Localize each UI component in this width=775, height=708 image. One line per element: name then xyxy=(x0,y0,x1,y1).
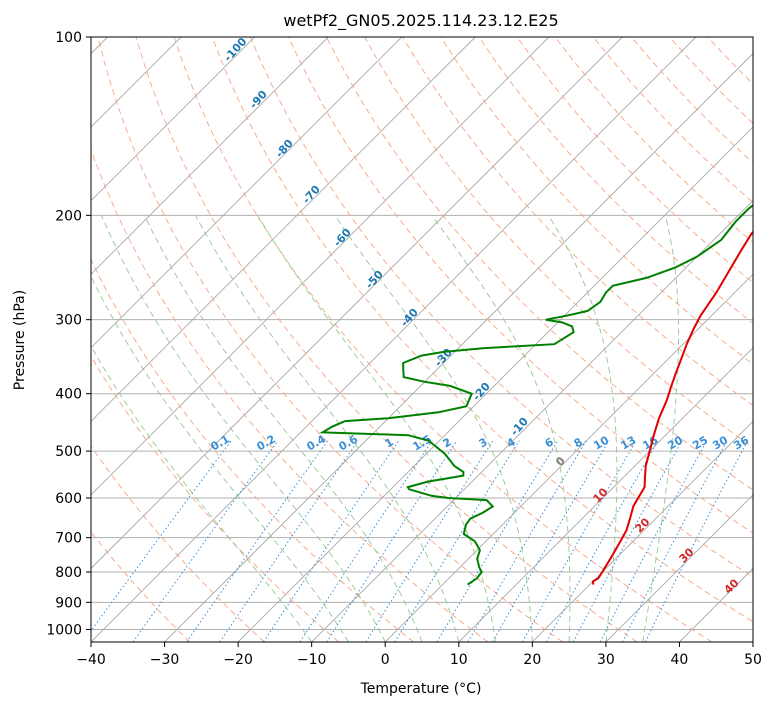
y-axis-label: Pressure (hPa) xyxy=(12,290,28,390)
x-tick-label: 10 xyxy=(450,652,468,668)
isotherm xyxy=(605,494,753,642)
dry-adiabat xyxy=(91,355,340,642)
y-tick-label: 600 xyxy=(55,491,82,507)
chart-title: wetPf2_GN05.2025.114.23.12.E25 xyxy=(283,11,558,31)
mixing-ratio-line xyxy=(326,440,458,642)
isotherm xyxy=(91,37,550,496)
x-tick-label: 0 xyxy=(381,652,390,668)
isotherm xyxy=(91,37,255,202)
mixing-ratio-line xyxy=(299,440,433,642)
mixing-ratio-line xyxy=(263,440,400,642)
x-axis: −40 −30 −20 −10 0 10 20 30 40 50 xyxy=(76,642,762,668)
background-lines xyxy=(91,37,753,642)
isotherm xyxy=(532,420,753,642)
y-tick-label: 800 xyxy=(55,565,82,581)
dry-adiabat xyxy=(91,258,414,642)
x-tick-label: 40 xyxy=(671,652,689,668)
mixing-ratio-line xyxy=(394,440,520,642)
moist-adiabat xyxy=(548,215,618,642)
y-tick-label: 400 xyxy=(55,387,82,403)
isotherm xyxy=(91,37,476,422)
isotherm xyxy=(164,52,753,642)
mixing-ratio-line xyxy=(365,440,494,642)
mixing-ratio-line xyxy=(91,440,232,632)
dry-adiabat xyxy=(97,37,563,642)
mixing-ratio-line xyxy=(467,440,587,642)
dry-adiabat xyxy=(211,37,753,623)
profiles xyxy=(319,203,753,586)
isotherm xyxy=(91,37,623,570)
moist-adiabat xyxy=(334,215,533,642)
x-tick-label: 50 xyxy=(744,652,762,668)
x-tick-label: 20 xyxy=(523,652,541,668)
y-tick-label: 500 xyxy=(55,444,82,460)
y-tick-label: 300 xyxy=(55,313,82,329)
y-tick-label: 700 xyxy=(55,531,82,547)
isotherm xyxy=(91,37,403,349)
mixing-ratio-line xyxy=(132,440,279,642)
moist-adiabat xyxy=(195,215,460,642)
x-tick-label: −30 xyxy=(150,652,180,668)
moist-adiabat xyxy=(101,215,386,642)
isotherm xyxy=(458,347,753,642)
isotherm xyxy=(237,126,753,642)
y-tick-label: 200 xyxy=(55,208,82,224)
x-tick-label: −10 xyxy=(297,652,327,668)
mixing-ratio-line xyxy=(436,440,559,642)
moist-adiabat xyxy=(642,215,680,642)
mixing-ratio-line xyxy=(546,440,659,642)
mixing-ratio-line xyxy=(492,440,610,642)
dewpoint-profile xyxy=(319,203,753,586)
x-tick-label: 30 xyxy=(597,652,615,668)
y-tick-label: 1000 xyxy=(46,622,82,638)
dry-adiabat xyxy=(173,37,713,642)
dry-adiabat xyxy=(91,445,265,642)
moist-adiabat xyxy=(431,215,571,642)
x-tick-label: −40 xyxy=(76,652,106,668)
plot-frame xyxy=(90,36,754,643)
dry-adiabat xyxy=(287,37,753,534)
mixing-ratio-line xyxy=(522,440,637,642)
x-axis-label: Temperature (°C) xyxy=(360,681,482,697)
mixing-ratio-line xyxy=(644,440,749,642)
mixing-ratio-line xyxy=(219,440,359,642)
y-tick-label: 100 xyxy=(55,30,82,46)
moist-adiabat xyxy=(91,345,313,642)
mixing-ratio-line xyxy=(186,440,329,642)
isotherm xyxy=(384,273,753,642)
isotherm xyxy=(91,37,329,275)
mixing-ratio-line xyxy=(572,440,683,642)
dry-adiabat xyxy=(326,37,753,491)
y-tick-label: 900 xyxy=(55,595,82,611)
dry-adiabat xyxy=(249,37,753,578)
moist-adiabat xyxy=(144,215,423,642)
temperature-profile xyxy=(591,230,753,585)
y-axis: 100 200 300 400 500 600 700 800 900 1000 xyxy=(46,30,91,638)
x-tick-label: −20 xyxy=(223,652,253,668)
dry-adiabat xyxy=(135,37,638,642)
isotherm xyxy=(91,37,697,642)
